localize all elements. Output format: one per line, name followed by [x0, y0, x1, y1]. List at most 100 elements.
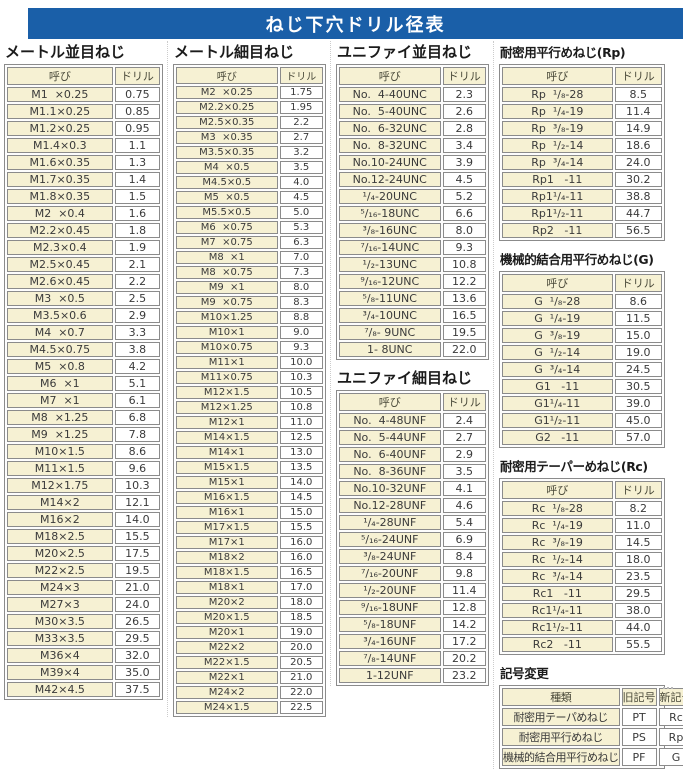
value-cell: 21.0: [115, 580, 160, 595]
value-cell: 5.0: [280, 206, 324, 219]
section-title-symbol-change: 記号変更: [500, 665, 665, 682]
value-cell: 8.6: [615, 294, 662, 309]
value-cell: 17.2: [443, 634, 487, 649]
value-cell: 22.0: [443, 342, 487, 357]
thread-name-cell: M27×3: [7, 597, 113, 612]
value-cell: 1.4: [115, 172, 160, 187]
column-header-name: 呼び: [502, 481, 613, 499]
thread-name-cell: M17×1: [176, 536, 278, 549]
value-cell: 21.0: [280, 671, 324, 684]
thread-name-cell: Rc ¹/₈-28: [502, 501, 613, 516]
thread-name-cell: M33×3.5: [7, 631, 113, 646]
thread-name-cell: M1.1×0.25: [7, 104, 113, 119]
value-cell: 57.0: [615, 430, 662, 445]
thread-name-cell: M2.2×0.45: [7, 223, 113, 238]
value-cell: 10.8: [280, 401, 324, 414]
value-cell: 24.0: [615, 155, 662, 170]
thread-name-cell: G ³/₈-19: [502, 328, 613, 343]
header-row: 呼び ドリル: [502, 481, 662, 499]
value-cell: 12.8: [443, 600, 487, 615]
thread-name-cell: No. 4-40UNC: [339, 87, 441, 102]
value-cell: 19.0: [615, 345, 662, 360]
thread-name-cell: M4.5×0.5: [176, 176, 278, 189]
thread-name-cell: M2.3×0.4: [7, 240, 113, 255]
thread-name-cell: No. 8-32UNC: [339, 138, 441, 153]
value-cell: 14.0: [115, 512, 160, 527]
value-cell: 2.2: [115, 274, 160, 289]
value-cell: 37.5: [115, 682, 160, 697]
value-cell: 24.5: [615, 362, 662, 377]
thread-name-cell: G ¹/₄-19: [502, 311, 613, 326]
thread-name-cell: G2 -11: [502, 430, 613, 445]
value-cell: 1.95: [280, 101, 324, 114]
value-cell: 11.4: [443, 583, 487, 598]
thread-name-cell: M22×1: [176, 671, 278, 684]
thread-name-cell: M30×3.5: [7, 614, 113, 629]
value-cell: 44.0: [615, 620, 662, 635]
value-cell: 19.5: [443, 325, 487, 340]
value-cell: 1.8: [115, 223, 160, 238]
thread-name-cell: M12×1.5: [176, 386, 278, 399]
value-cell: 2.7: [443, 430, 487, 445]
thread-name-cell: M9 ×1: [176, 281, 278, 294]
value-cell: 9.3: [280, 341, 324, 354]
header-row: 呼び ドリル: [502, 67, 662, 85]
thread-name-cell: M3.5×0.6: [7, 308, 113, 323]
header-row: 呼び ドリル: [176, 67, 323, 84]
value-cell: 38.0: [615, 603, 662, 618]
value-cell: 17.5: [115, 546, 160, 561]
thread-name-cell: Rc1¹/₄-11: [502, 603, 613, 618]
thread-name-cell: M7 ×0.75: [176, 236, 278, 249]
thread-name-cell: M4 ×0.7: [7, 325, 113, 340]
column-header-name: 呼び: [7, 67, 113, 85]
value-cell: 45.0: [615, 413, 662, 428]
value-cell: 3.8: [115, 342, 160, 357]
thread-name-cell: ⁵/₈-18UNF: [339, 617, 441, 632]
column-header-name: 呼び: [502, 274, 613, 292]
thread-name-cell: Rc1¹/₂-11: [502, 620, 613, 635]
value-cell: 19.0: [280, 626, 324, 639]
value-cell: 9.6: [115, 461, 160, 476]
section-title-unified-coarse: ユニファイ並目ねじ: [337, 44, 489, 61]
value-cell: 5.4: [443, 515, 487, 530]
thread-name-cell: ³/₈-16UNC: [339, 223, 441, 238]
value-cell: 18.0: [615, 552, 662, 567]
thread-name-cell: No. 8-36UNF: [339, 464, 441, 479]
thread-name-cell: M20×2: [176, 596, 278, 609]
thread-name-cell: ³/₄-10UNC: [339, 308, 441, 323]
thread-name-cell: M18×1.5: [176, 566, 278, 579]
value-cell: 18.6: [615, 138, 662, 153]
